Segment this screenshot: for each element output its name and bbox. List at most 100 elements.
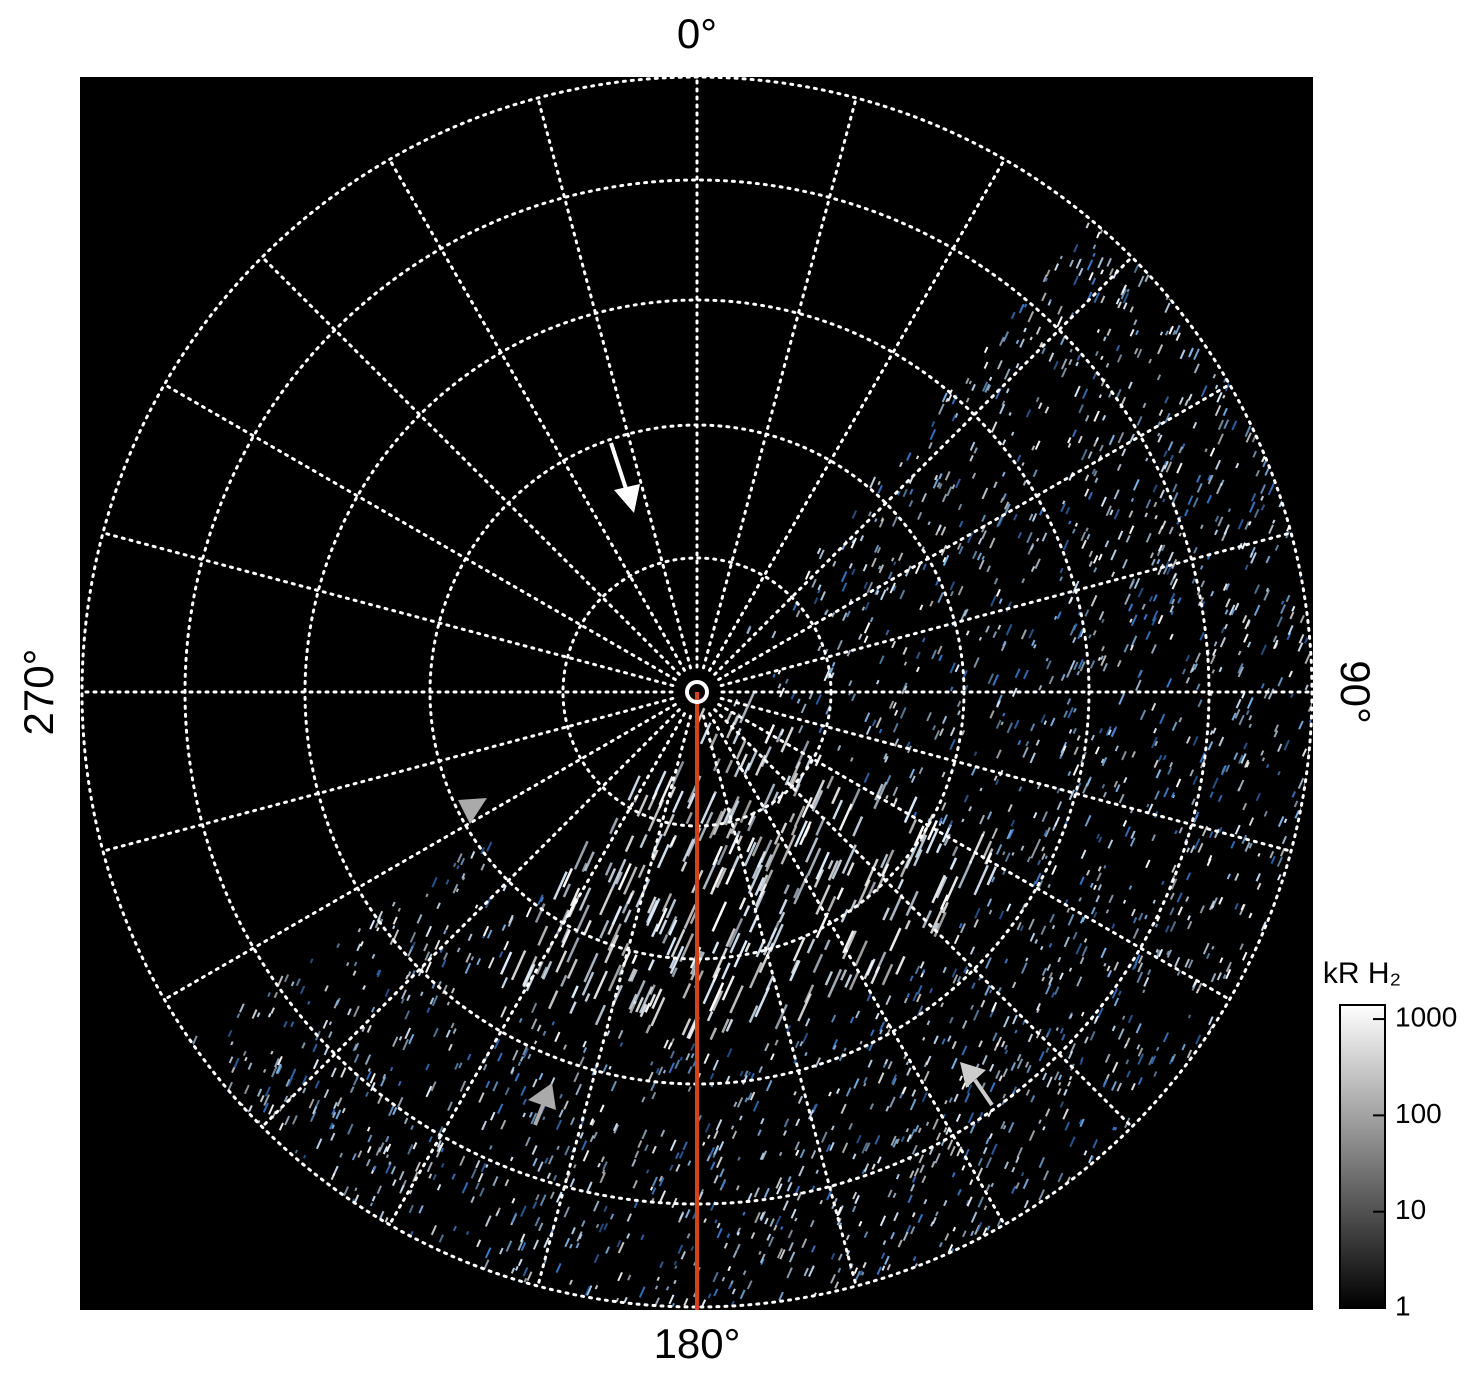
emission-streak [711,990,724,1012]
emission-streak [677,1244,684,1255]
emission-streak [658,1175,663,1182]
emission-streak [864,601,870,611]
emission-streak [990,1143,998,1155]
emission-streak [1117,431,1125,444]
emission-streak [392,925,396,930]
emission-streak [818,549,825,560]
emission-streak [957,503,963,511]
emission-streak [247,1062,253,1070]
emission-streak [1145,532,1152,543]
emission-streak [973,751,978,756]
emission-streak [438,1234,444,1243]
emission-streak [519,1056,524,1062]
emission-streak [544,1157,549,1164]
emission-streak [815,1169,819,1174]
emission-streak [1056,316,1063,328]
emission-streak [800,703,807,714]
emission-streak [961,729,966,736]
emission-streak [617,862,632,891]
emission-streak [1041,853,1046,861]
emission-streak [805,837,819,863]
emission-streak [1199,565,1204,570]
emission-streak [654,1285,659,1290]
emission-streak [1021,578,1026,584]
emission-streak [929,906,945,934]
emission-streak [1016,454,1022,462]
emission-streak [1193,348,1200,361]
emission-streak [1159,489,1165,499]
emission-streak [949,738,956,751]
emission-streak [754,876,765,896]
emission-streak [1167,551,1174,562]
emission-streak [1210,905,1215,910]
emission-streak [929,600,934,607]
emission-streak [919,1164,925,1174]
emission-streak [520,1241,527,1252]
emission-streak [502,977,508,987]
emission-streak [1209,791,1214,799]
emission-streak [1153,727,1158,734]
emission-streak [969,454,974,462]
emission-streak [1150,736,1158,749]
emission-streak [390,1165,397,1175]
emission-streak [986,565,991,573]
emission-streak [559,1093,563,1099]
emission-streak [961,1082,967,1090]
emission-streak [878,728,883,734]
emission-streak [486,841,493,852]
emission-streak [1190,845,1196,854]
emission-streak [1011,687,1018,697]
emission-streak [748,961,763,989]
emission-streak [874,1134,881,1145]
emission-streak [342,1186,350,1198]
emission-streak [1024,1061,1030,1068]
emission-streak [997,360,1003,370]
emission-streak [1246,620,1251,627]
emission-streak [941,1038,946,1045]
emission-streak [1030,848,1037,859]
emission-streak [637,1140,643,1149]
emission-streak [352,1073,360,1086]
emission-streak [537,894,544,906]
emission-streak [963,794,969,803]
emission-streak [1185,676,1191,684]
emission-streak [1068,520,1072,525]
emission-streak [1155,1046,1160,1052]
emission-streak [973,864,989,896]
emission-streak [1171,578,1179,590]
emission-streak [1166,565,1172,575]
emission-streak [353,1005,360,1018]
emission-streak [670,1302,675,1307]
emission-streak [1029,752,1036,764]
emission-streak [1252,450,1258,458]
emission-streak [736,1097,744,1108]
emission-streak [1171,492,1179,504]
emission-streak [825,1144,831,1153]
arrow [458,798,487,824]
emission-streak [467,933,473,942]
emission-streak [875,1012,880,1020]
emission-streak [313,1099,321,1111]
emission-streak [1041,846,1045,852]
emission-streak [1218,736,1225,747]
emission-streak [562,883,571,898]
emission-streak [1046,963,1052,972]
emission-streak [1043,720,1048,725]
emission-streak [1277,873,1282,881]
emission-streak [851,693,857,702]
emission-streak [730,1125,735,1130]
emission-streak [731,1288,736,1295]
emission-streak [647,1071,654,1082]
emission-streak [1011,981,1017,989]
emission-streak [1127,1014,1134,1024]
emission-streak [999,403,1006,415]
emission-streak [1046,660,1052,670]
emission-streak [388,1161,392,1165]
emission-streak [946,486,953,497]
emission-streak [931,874,946,904]
emission-streak [1248,843,1253,849]
emission-streak [831,786,841,805]
emission-streak [1240,753,1247,764]
emission-streak [589,1118,595,1126]
emission-streak [1212,648,1217,657]
